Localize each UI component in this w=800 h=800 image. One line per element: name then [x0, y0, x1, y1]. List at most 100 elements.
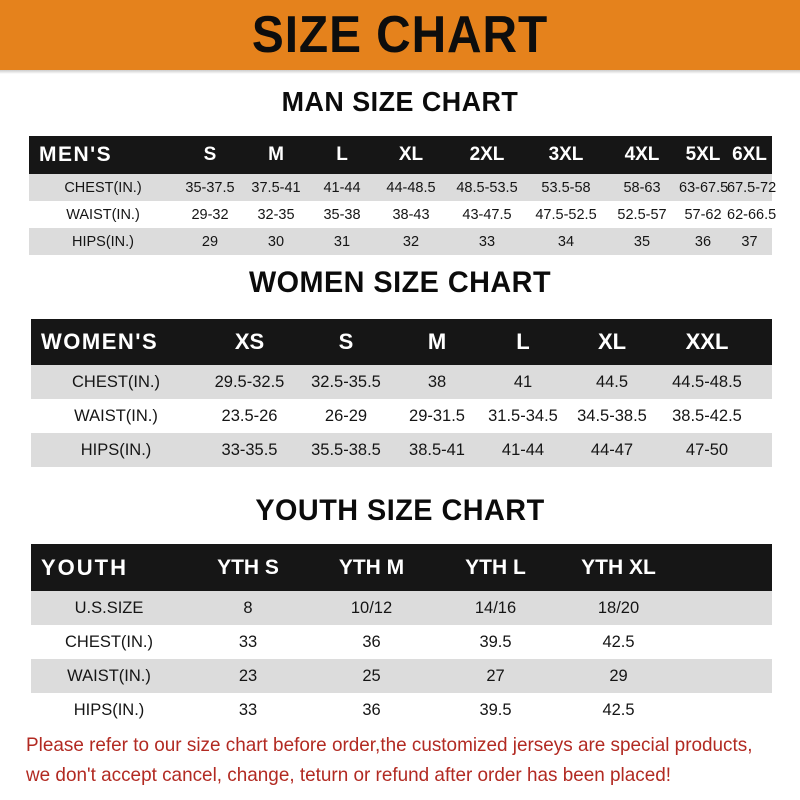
row-label-us-size: U.S.SIZE — [74, 598, 144, 617]
cell — [726, 693, 772, 727]
table-row: U.S.SIZE 8 10/12 14/16 18/20 — [31, 591, 772, 625]
cell — [680, 591, 726, 625]
cell: 35.5-38.5 — [311, 440, 381, 459]
cell: 37.5-41 — [251, 179, 301, 196]
row-label-waist: WAIST(IN.) — [74, 406, 158, 425]
header-cell-5xl: 5XL — [685, 144, 721, 165]
header-cell-yth-s: YTH S — [217, 555, 279, 579]
cell: 34 — [557, 233, 575, 250]
cell: 41-44 — [501, 440, 545, 459]
cell: 32 — [402, 233, 420, 250]
cell: 38.5-42.5 — [672, 406, 742, 425]
cell: 33-35.5 — [221, 440, 278, 459]
cell: 30 — [267, 233, 285, 250]
cell: 48.5-53.5 — [456, 179, 518, 196]
cell: 53.5-58 — [541, 179, 591, 196]
cell: 23 — [238, 666, 258, 685]
cell: 31 — [333, 233, 351, 250]
table-row: WAIST(IN.) 29-32 32-35 35-38 38-43 43-47… — [29, 201, 777, 228]
table-row: CHEST(IN.) 29.5-32.5 32.5-35.5 38 41 44.… — [31, 365, 772, 399]
cell — [726, 625, 772, 659]
cell: 44-48.5 — [386, 179, 436, 196]
header-cell-4xl: 4XL — [624, 144, 660, 165]
row-label-hips: HIPS(IN.) — [71, 233, 135, 250]
cell: 44.5 — [595, 372, 629, 391]
table-header-row: MEN'S S M L XL 2XL 3XL 4XL 5XL 6XL — [29, 136, 772, 174]
header-cell-empty — [726, 544, 772, 591]
cell: 38 — [427, 372, 447, 391]
header-cell-xxl: XXL — [685, 329, 729, 354]
cell — [756, 433, 772, 467]
header-cell-yth-m: YTH M — [338, 555, 405, 579]
page-title: SIZE CHART — [251, 6, 549, 64]
cell: 23.5-26 — [221, 406, 278, 425]
header-cell-yth-l: YTH L — [465, 555, 526, 579]
cell: 29-32 — [191, 206, 229, 223]
header-cell-l: L — [516, 329, 530, 354]
man-section-title: MAN SIZE CHART — [281, 86, 519, 117]
table-header-row: YOUTH YTH S YTH M YTH L YTH XL — [31, 544, 772, 591]
header-cell-3xl: 3XL — [548, 144, 584, 165]
cell: 27 — [486, 666, 505, 685]
youth-section-title: YOUTH SIZE CHART — [255, 494, 545, 527]
table-row: WAIST(IN.) 23 25 27 29 — [31, 659, 772, 693]
cell: 34.5-38.5 — [577, 406, 647, 425]
header-cell-s: S — [338, 329, 354, 354]
cell: 63-67.5 — [679, 179, 729, 196]
cell: 47.5-52.5 — [535, 206, 597, 223]
header-cell-empty — [756, 319, 772, 365]
cell: 38-43 — [392, 206, 430, 223]
cell: 39.5 — [479, 700, 512, 719]
cell: 29 — [201, 233, 219, 250]
cell: 42.5 — [602, 700, 635, 719]
cell: 25 — [362, 666, 381, 685]
row-label-hips: HIPS(IN.) — [73, 700, 145, 719]
cell: 41 — [513, 372, 533, 391]
disclaimer-line-2: we don't accept cancel, change, teturn o… — [26, 764, 672, 786]
row-label-chest: CHEST(IN.) — [64, 179, 142, 196]
youth-size-table: YOUTH YTH S YTH M YTH L YTH XL U.S.SIZE … — [31, 544, 772, 727]
cell: 37 — [741, 233, 758, 250]
cell: 18/20 — [597, 598, 640, 617]
women-size-table: WOMEN'S XS S M L XL XXL CHEST(IN.) 29.5-… — [31, 319, 772, 467]
cell: 42.5 — [602, 632, 635, 651]
cell: 39.5 — [479, 632, 512, 651]
header-cell-m: M — [427, 329, 447, 354]
cell: 41-44 — [323, 179, 361, 196]
cell — [680, 625, 726, 659]
header-cell-xs: XS — [234, 329, 265, 354]
table-row: CHEST(IN.) 35-37.5 37.5-41 41-44 44-48.5… — [29, 174, 776, 201]
cell: 26-29 — [324, 406, 368, 425]
cell: 35-37.5 — [185, 179, 235, 196]
row-label-chest: CHEST(IN.) — [72, 372, 160, 391]
man-size-table: MEN'S S M L XL 2XL 3XL 4XL 5XL 6XL CHEST… — [29, 136, 777, 255]
cell: 29 — [609, 666, 628, 685]
disclaimer-line-1: Please refer to our size chart before or… — [26, 734, 753, 756]
header-cell-womens: WOMEN'S — [41, 329, 159, 354]
cell: 8 — [243, 598, 253, 617]
table-header-row: WOMEN'S XS S M L XL XXL — [31, 319, 772, 365]
header-cell-s: S — [203, 144, 217, 165]
row-label-waist: WAIST(IN.) — [66, 206, 140, 223]
cell: 29-31.5 — [409, 406, 465, 425]
cell: 62-66.5 — [727, 206, 777, 223]
row-label-waist: WAIST(IN.) — [67, 666, 151, 685]
cell: 32-35 — [257, 206, 295, 223]
cell: 33 — [238, 632, 258, 651]
cell: 36 — [694, 233, 712, 250]
header-cell-xl: XL — [398, 144, 424, 165]
cell: 31.5-34.5 — [488, 406, 558, 425]
header-cell-6xl: 6XL — [732, 144, 767, 165]
table-row: HIPS(IN.) 29 30 31 32 33 34 35 36 37 — [29, 228, 772, 255]
cell: 35 — [633, 233, 651, 250]
header-cell-empty — [680, 544, 726, 591]
cell — [756, 365, 772, 399]
cell: 29.5-32.5 — [214, 372, 285, 391]
cell: 58-63 — [623, 179, 661, 196]
cell — [726, 659, 772, 693]
table-row: WAIST(IN.) 23.5-26 26-29 29-31.5 31.5-34… — [31, 399, 772, 433]
header-cell-xl: XL — [597, 329, 627, 354]
cell: 36 — [362, 632, 381, 651]
header-cell-2xl: 2XL — [469, 144, 505, 165]
